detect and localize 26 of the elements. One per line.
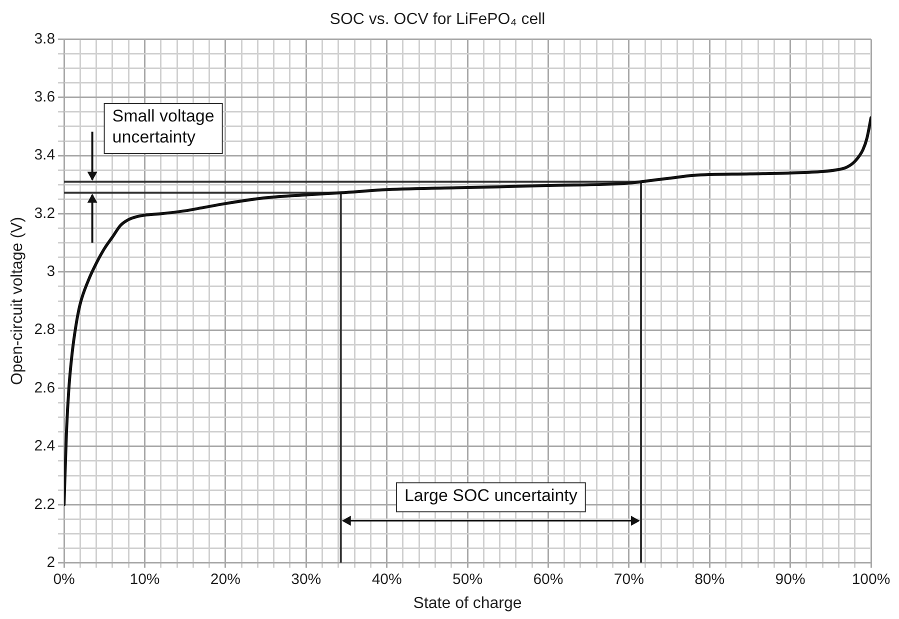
x-tick-label: 40% <box>372 570 402 588</box>
x-tick-label: 80% <box>694 570 725 588</box>
y-tick-label: 2.8 <box>34 321 56 338</box>
y-tick-label: 3.6 <box>34 88 56 106</box>
annotation: Small voltage uncertainty <box>112 106 214 147</box>
chart-title: SOC vs. OCV for LiFePO₄ cell <box>330 11 546 28</box>
y-tick-label: 2 <box>46 554 56 571</box>
x-tick-label: 20% <box>210 570 240 588</box>
x-tick-label: 30% <box>291 570 322 588</box>
x-tick-label: 0% <box>53 570 75 588</box>
x-tick-label: 70% <box>614 570 644 588</box>
y-tick-label: 3.2 <box>34 204 56 222</box>
x-axis-title: State of charge <box>413 594 522 612</box>
y-tick-label: 2.6 <box>34 379 56 396</box>
y-tick-label: 3.8 <box>34 30 56 48</box>
y-tick-label: 3 <box>46 263 56 280</box>
y-tick-label: 2.2 <box>34 496 56 513</box>
x-tick-label: 10% <box>130 570 160 588</box>
annotation: Large SOC uncertainty <box>404 486 578 505</box>
x-tick-label: 100% <box>852 570 890 588</box>
y-tick-label: 3.4 <box>34 146 56 164</box>
y-tick-label: 2.4 <box>34 438 56 455</box>
x-tick-label: 60% <box>533 570 564 588</box>
x-tick-label: 50% <box>452 570 483 588</box>
x-tick-label: 90% <box>775 570 806 588</box>
y-axis-title: Open-circuit voltage (V) <box>9 216 26 386</box>
